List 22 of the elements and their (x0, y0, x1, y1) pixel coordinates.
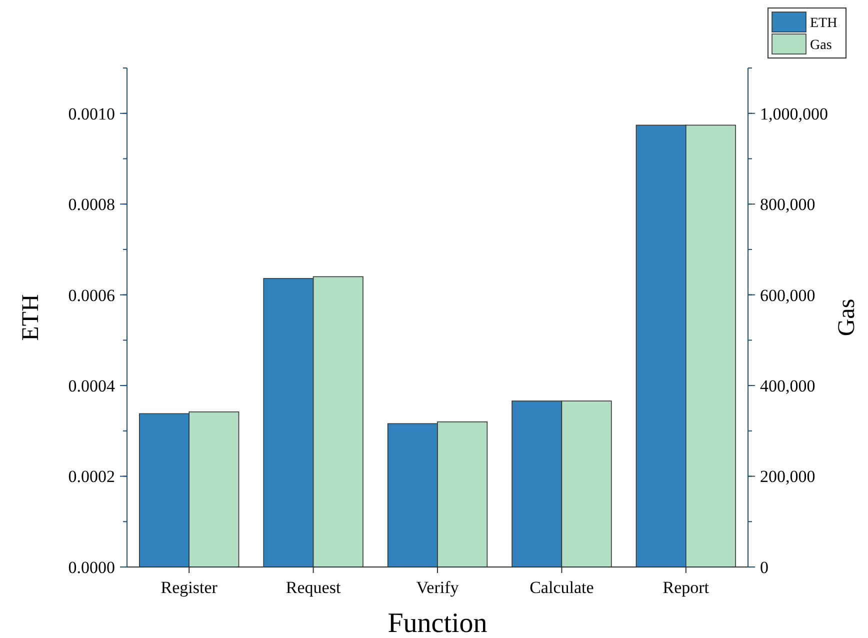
x-axis-title: Function (388, 608, 488, 638)
legend-label: Gas (810, 38, 832, 53)
x-tick-label: Calculate (530, 578, 594, 597)
legend-label: ETH (810, 16, 838, 31)
y2-tick-label: 800,000 (760, 195, 816, 214)
y-tick-label: 0.0004 (68, 376, 116, 396)
y-tick-label: 0.0008 (68, 195, 115, 214)
x-tick-label: Verify (416, 578, 460, 597)
y-tick-label: 0.0006 (68, 286, 115, 305)
y2-tick-label: 200,000 (760, 467, 816, 486)
y-axis-title: ETH (18, 294, 44, 341)
y2-axis-title: Gas (834, 298, 860, 336)
y2-tick-label: 400,000 (760, 376, 816, 396)
y-tick-label: 0.0002 (68, 467, 115, 486)
x-tick-label: Request (286, 578, 341, 597)
x-tick-label: Report (662, 578, 710, 597)
y-tick-label: 0.0010 (68, 104, 115, 124)
y2-tick-label: 0 (760, 558, 768, 577)
y2-tick-label: 1,000,000 (760, 104, 828, 124)
y-tick-label: 0.0000 (68, 558, 115, 577)
x-tick-label: Register (160, 578, 218, 597)
y2-tick-label: 600,000 (760, 286, 816, 305)
